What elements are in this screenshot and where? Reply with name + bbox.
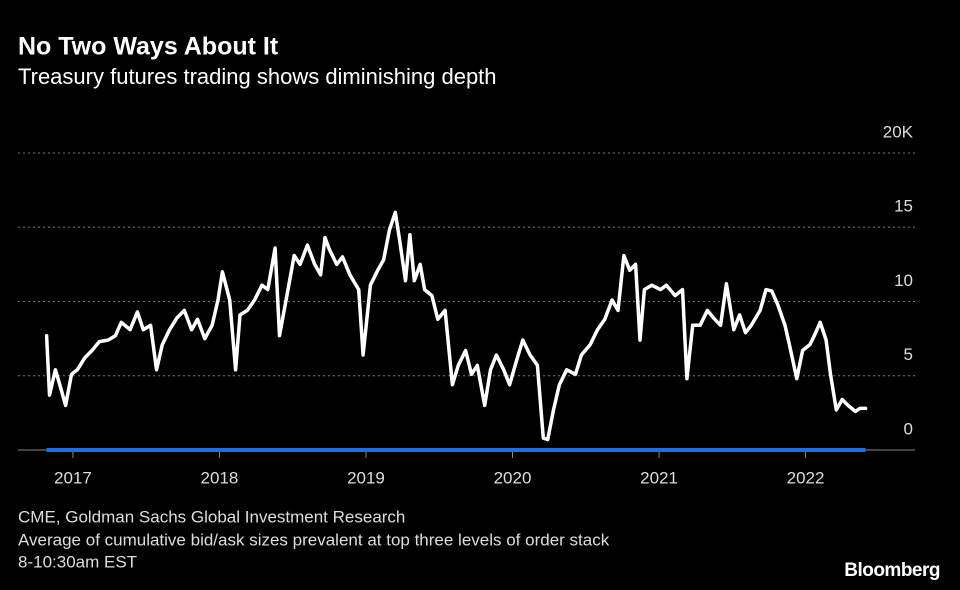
y-tick-label: 20K xyxy=(883,122,914,141)
x-tick-label: 2019 xyxy=(347,468,385,487)
x-tick-label: 2021 xyxy=(640,468,678,487)
y-tick-label: 5 xyxy=(904,345,913,364)
x-tick-label: 2018 xyxy=(201,468,239,487)
source: CME, Goldman Sachs Global Investment Res… xyxy=(18,507,405,526)
chart-title: No Two Ways About It xyxy=(18,33,279,61)
note: 8-10:30am EST xyxy=(18,552,137,571)
x-tick-label: 2017 xyxy=(54,468,92,487)
x-tick-label: 2020 xyxy=(494,468,532,487)
chart-subtitle: Treasury futures trading shows diminishi… xyxy=(18,64,497,89)
logo: Bloomberg xyxy=(844,560,940,581)
y-tick-label: 15 xyxy=(894,197,913,216)
data-line xyxy=(44,210,868,442)
y-tick-label: 10 xyxy=(894,271,913,290)
x-tick-label: 2022 xyxy=(787,468,825,487)
y-tick-label: 0 xyxy=(904,419,913,438)
note: Average of cumulative bid/ask sizes prev… xyxy=(18,530,610,549)
